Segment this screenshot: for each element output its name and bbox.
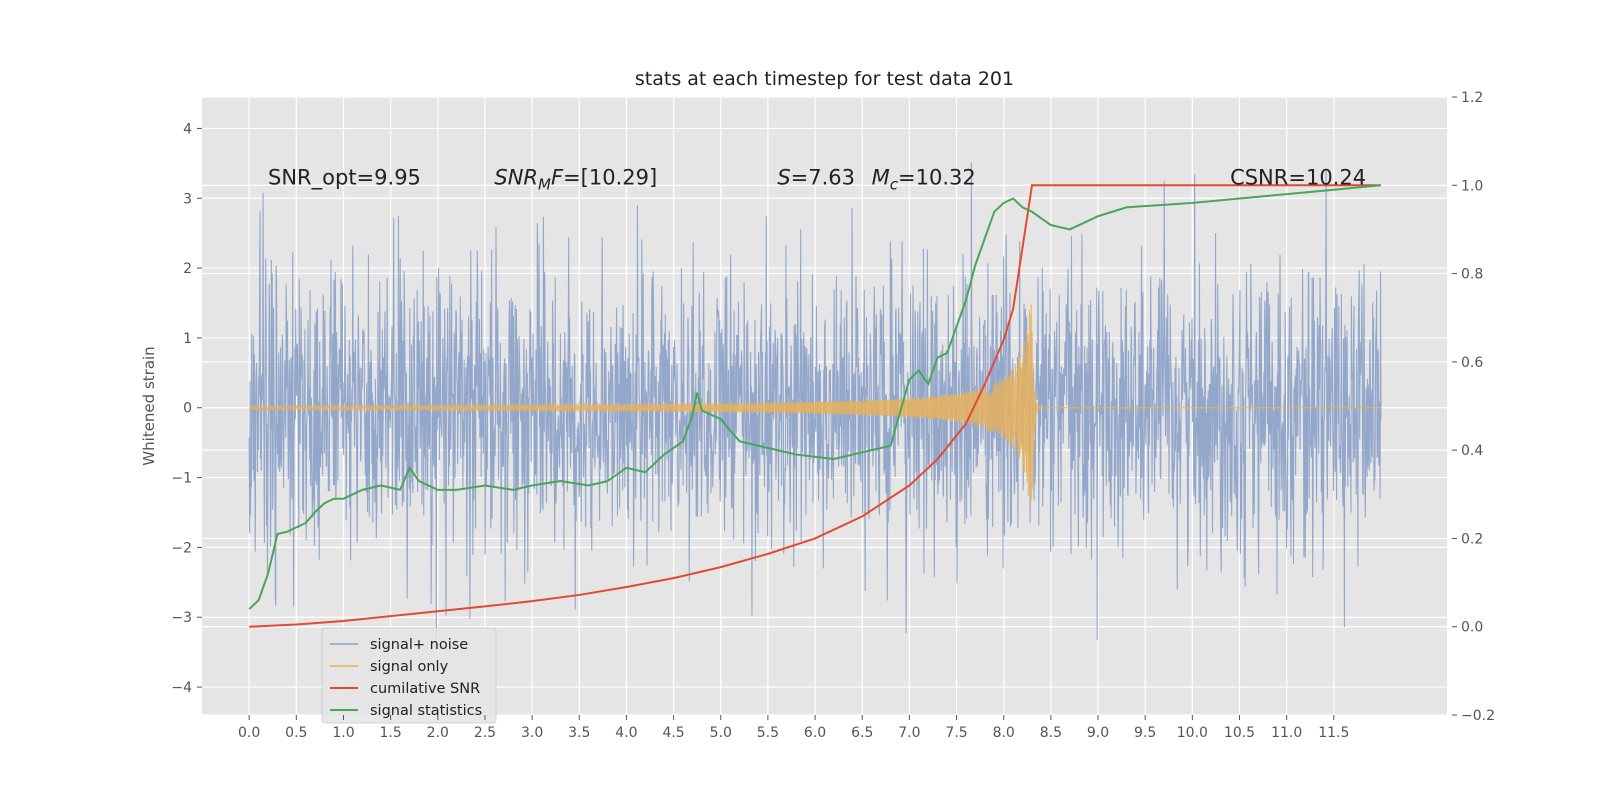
y-tick-label: 0 bbox=[183, 401, 192, 417]
x-tick-label: 8.5 bbox=[1040, 725, 1062, 741]
x-tick-label: 0.5 bbox=[285, 725, 307, 741]
x-tick-label: 9.5 bbox=[1134, 725, 1156, 741]
x-tick-label: 11.5 bbox=[1318, 725, 1349, 741]
y2-tick-label: 1.2 bbox=[1461, 90, 1483, 106]
y2-tick-label: 0.2 bbox=[1461, 531, 1483, 547]
x-tick-label: 3.0 bbox=[521, 725, 543, 741]
x-tick-label: 9.0 bbox=[1087, 725, 1109, 741]
series-signal-plus-noise bbox=[248, 162, 1382, 642]
annotation-1: SNRMF=[10.29] bbox=[494, 165, 657, 193]
legend-entry: signal only bbox=[370, 659, 449, 675]
annotation-2: S=7.63 bbox=[777, 165, 855, 189]
x-tick-label: 3.5 bbox=[568, 725, 590, 741]
x-tick-label: 7.5 bbox=[945, 725, 967, 741]
x-tick-label: 0.0 bbox=[238, 725, 260, 741]
x-tick-label: 10.0 bbox=[1177, 725, 1208, 741]
x-tick-label: 5.0 bbox=[710, 725, 732, 741]
y2-tick-label: 1.0 bbox=[1461, 178, 1483, 194]
x-tick-label: 1.0 bbox=[332, 725, 354, 741]
x-tick-label: 6.0 bbox=[804, 725, 826, 741]
annotation-0: SNR_opt=9.95 bbox=[268, 165, 421, 190]
legend: signal+ noise signal only cumilative SNR si… bbox=[321, 627, 497, 724]
series-cumulative-snr bbox=[249, 184, 1381, 628]
y2-tick-label: 0.8 bbox=[1461, 267, 1483, 283]
x-tick-label: 11.0 bbox=[1271, 725, 1302, 741]
y2-tick-label: 0.0 bbox=[1461, 620, 1483, 636]
y-tick-label: −2 bbox=[171, 540, 192, 556]
legend-box bbox=[321, 627, 497, 724]
legend-entry: signal+ noise bbox=[370, 637, 468, 653]
y-tick-label: 2 bbox=[183, 261, 192, 277]
x-tick-label: 6.5 bbox=[851, 725, 873, 741]
axes: 0.0 0.5 1.0 1.5 2.0 2.5 3.0 3.5 4.0 4.5 5.0 5.5 6.0 6… bbox=[171, 90, 1495, 741]
y-axis-label: Whitened strain bbox=[140, 346, 158, 465]
series-signal-only bbox=[248, 304, 1381, 503]
annotation-3: Mc=10.32 bbox=[872, 165, 976, 193]
y-tick-label: −4 bbox=[171, 680, 192, 696]
legend-entry: signal statistics bbox=[370, 703, 482, 719]
x-tick-label: 10.5 bbox=[1224, 725, 1255, 741]
series-signal-statistics bbox=[248, 184, 1382, 610]
y-tick-label: −1 bbox=[171, 471, 192, 487]
y-tick-label: 3 bbox=[183, 191, 192, 207]
x-tick-label: 5.5 bbox=[757, 725, 779, 741]
x-tick-label: 4.5 bbox=[662, 725, 684, 741]
y2-tick-label: 0.6 bbox=[1461, 355, 1483, 371]
plot-area bbox=[202, 96, 1447, 716]
y-tick-label: 1 bbox=[183, 331, 192, 347]
annotation-4: CSNR=10.24 bbox=[1230, 165, 1366, 189]
y-tick-label: 4 bbox=[183, 121, 192, 137]
x-tick-label: 2.5 bbox=[474, 725, 496, 741]
x-tick-label: 2.0 bbox=[427, 725, 449, 741]
y-tick-label: −3 bbox=[171, 610, 192, 626]
chart-title: stats at each timestep for test data 201 bbox=[635, 68, 1014, 90]
x-tick-label: 8.0 bbox=[993, 725, 1015, 741]
x-tick-label: 7.0 bbox=[898, 725, 920, 741]
legend-entry: cumilative SNR bbox=[370, 681, 480, 697]
y2-tick-label: 0.4 bbox=[1461, 443, 1483, 459]
y2-tick-label: −0.2 bbox=[1461, 708, 1495, 724]
annotations: SNR_opt=9.95 SNRMF=[10.29] S=7.63 Mc=10.32 C… bbox=[268, 165, 1366, 193]
x-tick-label: 1.5 bbox=[380, 725, 402, 741]
x-tick-label: 4.0 bbox=[615, 725, 637, 741]
